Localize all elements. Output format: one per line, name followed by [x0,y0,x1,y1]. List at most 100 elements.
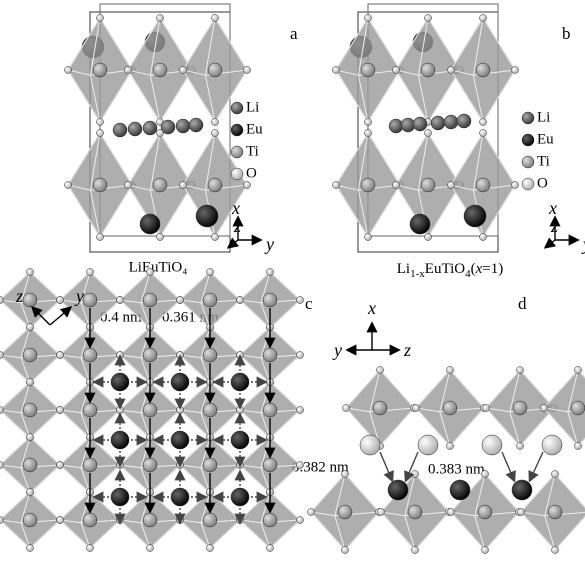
atom [412,547,419,554]
atom [575,367,582,374]
atom [83,293,97,307]
label: Ti [246,143,259,159]
atom [431,116,445,130]
atom [541,405,548,412]
atom [413,405,420,412]
atom [373,401,387,415]
atom [425,15,432,22]
atom [412,471,419,478]
atom [263,513,277,527]
atom [180,67,187,74]
atom [231,146,243,158]
atom [297,407,304,414]
atom [377,367,384,374]
atom [448,67,455,74]
atom [338,505,352,519]
atom [548,505,562,519]
atom [212,119,219,126]
atom [263,403,277,417]
atom [410,214,430,234]
label: x [548,198,557,218]
atom [518,509,525,516]
atom [421,178,435,192]
atom [448,182,455,189]
panel-label: d [518,294,527,313]
atom [97,234,104,241]
atom [297,462,304,469]
atom [231,373,249,391]
atom [333,182,340,189]
atom [231,102,243,114]
atom [231,168,243,180]
atom [522,178,534,190]
atom [393,182,400,189]
atom [297,517,304,524]
atom [27,489,34,496]
atom [263,348,277,362]
atom [208,63,222,77]
label: z [233,216,241,236]
atom [443,401,457,415]
atom [388,480,408,500]
atom [57,517,64,524]
atom [87,545,94,552]
atom [365,234,372,241]
atom [65,67,72,74]
atom [342,471,349,478]
atom [343,405,350,412]
label: Ti [537,153,550,169]
atom [512,480,532,500]
atom [23,293,37,307]
atom [476,63,490,77]
atom [267,545,274,552]
atom [365,130,372,137]
label: x [367,298,376,318]
atom [189,118,203,132]
atom [212,234,219,241]
atom [203,513,217,527]
atom [23,513,37,527]
atom [333,67,340,74]
atom [418,435,438,455]
atom [140,214,160,234]
atom [450,480,470,500]
atom [237,407,244,414]
atom [113,123,127,137]
atom [425,234,432,241]
atom [153,178,167,192]
atom [267,269,274,276]
atom [27,545,34,552]
atom [447,443,454,450]
atom [212,130,219,137]
atom [93,63,107,77]
label: x [231,198,240,218]
label: O [246,165,257,181]
atom [517,443,524,450]
atom [365,119,372,126]
atom [482,547,489,554]
panel-label: b [562,24,571,43]
atom [207,269,214,276]
label: y [264,234,274,254]
atom [147,269,154,276]
figure: a b c d LiEuTiO₄ Li1-xEuTiO4(x=1) 0.4 nm… [0,0,585,568]
label: O [537,175,548,191]
atom [421,63,435,77]
atom [57,407,64,414]
atom [480,15,487,22]
atom [153,63,167,77]
atom [111,373,129,391]
atom [408,505,422,519]
arrow [502,452,514,480]
arrow [50,308,70,325]
atom [308,509,315,516]
label: Eu [246,121,263,137]
atom [393,67,400,74]
atom [464,205,486,227]
atom [128,122,142,136]
atom [478,505,492,519]
atom [297,297,304,304]
atom [447,367,454,374]
atom [297,352,304,359]
atom [522,156,534,168]
